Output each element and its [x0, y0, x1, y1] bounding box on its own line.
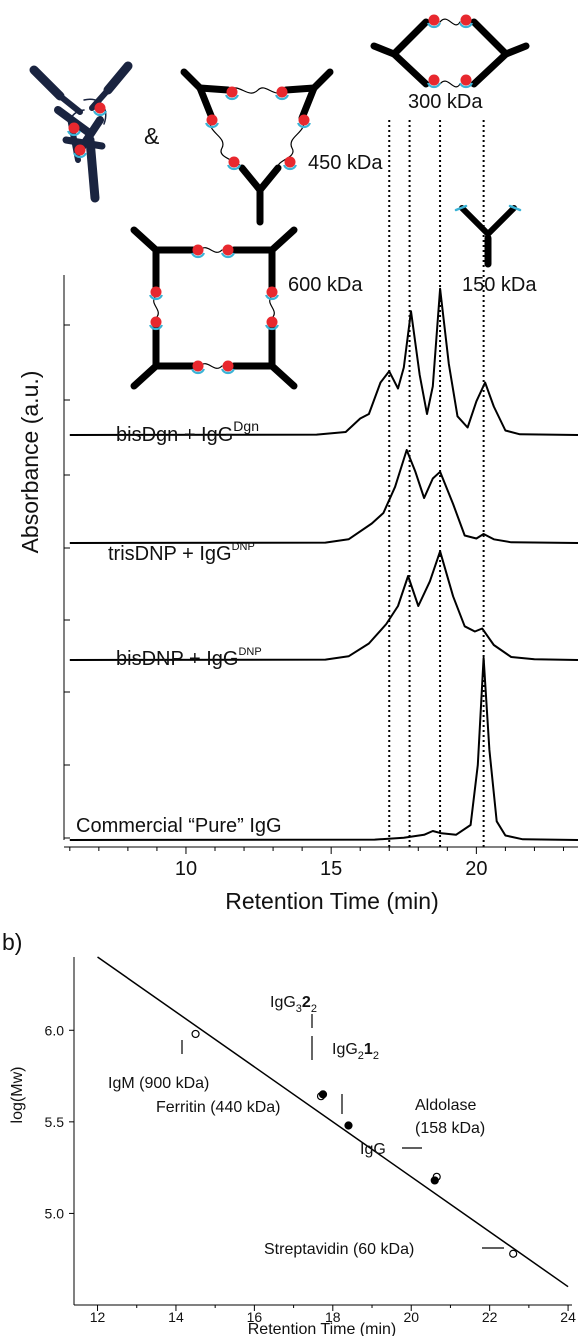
y-axis-title: log(Mw) — [9, 1067, 26, 1124]
data-point — [509, 1249, 518, 1258]
x-tick-label: 16 — [247, 1309, 263, 1325]
trace-label-bisdnp: bisDNP + IgGDNP — [116, 646, 262, 670]
point-label-igg2-1: IgG212 — [332, 1041, 379, 1062]
diamond-dimer-schematic — [370, 18, 530, 88]
dnp-dot — [226, 155, 242, 171]
x-tick-label: 12 — [90, 1309, 106, 1325]
dnp-dot — [264, 285, 280, 301]
dnp-dot — [426, 73, 442, 89]
x-tick-label: 20 — [403, 1309, 419, 1325]
kda-300-label: 300 kDa — [408, 91, 483, 113]
data-point — [191, 1029, 200, 1039]
panel-b: b) 12 14 16 18 20 22 24 5.0 5.5 6.0 Rete… — [2, 929, 576, 1336]
point-label-igm: IgM (900 kDa) — [108, 1075, 209, 1092]
trace-label-commercial: Commercial “Pure” IgG — [76, 815, 282, 837]
chromatogram-axes — [63, 275, 578, 848]
y-axis-ticks — [64, 324, 70, 839]
reference-lines — [388, 120, 485, 847]
kda-450-label: 450 kDa — [308, 152, 383, 174]
x-axis-title: Retention Time (min) — [248, 1321, 397, 1336]
y-axis-title: Absorbance (a.u.) — [17, 371, 43, 554]
dnp-dot — [264, 315, 280, 331]
y-tick-label: 5.5 — [45, 1114, 65, 1130]
dnp-dot — [148, 315, 164, 331]
point-label-aldolase: Aldolase — [415, 1097, 476, 1114]
calibration-axes — [73, 957, 572, 1306]
x-tick-label: 20 — [465, 858, 487, 880]
panel-b-label: b) — [2, 929, 22, 955]
calibration-plot — [97, 956, 569, 1288]
ampersand: & — [144, 123, 159, 149]
dnp-dot — [148, 285, 164, 301]
data-point — [344, 1121, 353, 1130]
trace-line — [69, 550, 579, 661]
x-axis-ticks — [69, 847, 564, 854]
x-tick-label: 10 — [175, 858, 197, 880]
trace-line — [69, 449, 579, 544]
trace-label-trisdnp: trisDNP + IgGDNP — [108, 541, 255, 565]
dnp-dot — [220, 359, 236, 375]
trace-line — [69, 656, 579, 841]
dnp-dot — [190, 243, 206, 259]
trace-label-bisdgn: bisDgn + IgGDgn — [116, 418, 259, 446]
leader-lines — [181, 1014, 504, 1249]
point-label-streptavidin: Streptavidin (60 kDa) — [264, 1241, 414, 1258]
x-tick-label: 18 — [325, 1309, 341, 1325]
x-tick-label: 15 — [320, 858, 342, 880]
dnp-dot — [458, 73, 474, 89]
data-point — [318, 1090, 328, 1099]
x-tick-label: 14 — [168, 1309, 184, 1325]
y-tick-label: 5.0 — [45, 1205, 65, 1221]
calibration-ticks — [69, 1029, 569, 1311]
panel-a: & — [17, 13, 579, 914]
point-label-igg: IgG — [360, 1141, 386, 1158]
kda-600-label: 600 kDa — [288, 274, 363, 296]
monomer-schematic — [454, 204, 522, 268]
dnp-dot — [190, 359, 206, 375]
point-label-igg3-2: IgG322 — [270, 994, 317, 1015]
dnp-dot — [220, 243, 236, 259]
point-label-aldolase-mw: (158 kDa) — [415, 1120, 485, 1137]
point-label-ferritin: Ferritin (440 kDa) — [156, 1099, 280, 1116]
chromatogram-traces — [69, 287, 579, 841]
y-tick-label: 6.0 — [45, 1022, 65, 1038]
dnp-dot — [282, 155, 298, 171]
square-tetramer-schematic — [130, 226, 298, 390]
x-tick-label: 22 — [482, 1309, 498, 1325]
triangle-trimer-schematic — [180, 68, 334, 226]
kda-150-label: 150 kDa — [462, 274, 537, 296]
data-point — [430, 1176, 439, 1185]
x-axis-title: Retention Time (min) — [225, 888, 438, 914]
x-tick-label: 24 — [560, 1309, 576, 1325]
dnp-dot — [458, 13, 474, 29]
tangled-trimer-schematic — [29, 61, 133, 203]
fit-line — [97, 956, 569, 1288]
dnp-dot — [426, 13, 442, 29]
trace-line — [69, 287, 579, 436]
